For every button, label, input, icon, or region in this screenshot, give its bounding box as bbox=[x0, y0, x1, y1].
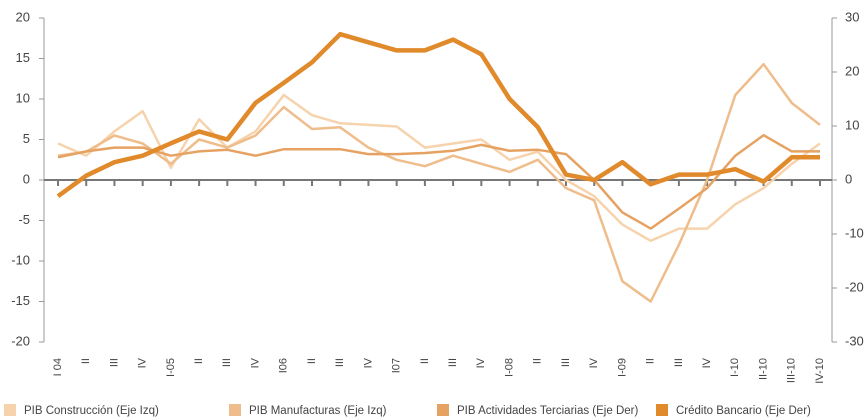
x-tick-label: IV bbox=[475, 357, 487, 368]
x-tick-label: II bbox=[645, 358, 657, 364]
legend-swatch bbox=[4, 404, 16, 416]
legend-label: Crédito Bancario (Eje Der) bbox=[676, 405, 811, 417]
y2-tick-label: -30 bbox=[845, 333, 864, 348]
x-tick-label: II bbox=[80, 358, 92, 364]
series-line bbox=[57, 62, 821, 303]
legend-label: PIB Manufacturas (Eje Izq) bbox=[249, 405, 387, 417]
x-tick-label: II bbox=[532, 358, 544, 364]
x-tick-label: I-08 bbox=[503, 358, 515, 377]
y2-tick-label: 10 bbox=[845, 117, 859, 132]
x-tick-label: IV bbox=[137, 357, 149, 368]
y-tick-label: 15 bbox=[16, 50, 30, 65]
series-line bbox=[57, 133, 820, 230]
x-tick-label: IV bbox=[588, 357, 600, 368]
y-tick-label: 5 bbox=[23, 131, 30, 146]
y2-tick-label: -20 bbox=[845, 279, 864, 294]
x-tick-label: IV bbox=[249, 357, 261, 368]
legend-swatch bbox=[229, 404, 241, 416]
x-tick-label: IV bbox=[362, 357, 374, 368]
x-tick-label: III bbox=[673, 358, 685, 367]
legend-label: PIB Actividades Terciarias (Eje Der) bbox=[457, 405, 638, 417]
x-tick-label: II-10 bbox=[757, 358, 769, 380]
y2-tick-label: 30 bbox=[845, 9, 859, 24]
legend-swatch bbox=[656, 404, 668, 416]
legend-swatch bbox=[437, 404, 449, 416]
y-tick-label: -5 bbox=[18, 212, 30, 227]
x-tick-label: III bbox=[560, 358, 572, 367]
y-tick-label: 10 bbox=[16, 90, 30, 105]
x-tick-label: II bbox=[193, 358, 205, 364]
legend-label: PIB Construcción (Eje Izq) bbox=[24, 405, 159, 417]
y-tick-label: 20 bbox=[16, 9, 30, 24]
x-tick-label: III bbox=[108, 358, 120, 367]
x-tick-label: I-09 bbox=[616, 358, 628, 377]
x-tick-label: IV-10 bbox=[814, 358, 826, 384]
x-tick-label: II bbox=[419, 358, 431, 364]
x-tick-label: III-10 bbox=[786, 358, 798, 383]
x-tick-label: I06 bbox=[278, 358, 290, 373]
series-line bbox=[57, 93, 821, 243]
x-tick-label: I 04 bbox=[52, 358, 64, 376]
y-tick-label: -20 bbox=[11, 333, 30, 348]
x-tick-label: III bbox=[447, 358, 459, 367]
x-tick-label: I-10 bbox=[729, 358, 741, 377]
x-tick-label: I07 bbox=[391, 358, 403, 373]
y2-tick-label: 0 bbox=[845, 171, 852, 186]
x-tick-label: III bbox=[334, 358, 346, 367]
x-tick-label: III bbox=[221, 358, 233, 367]
y2-tick-label: 20 bbox=[845, 63, 859, 78]
y-tick-label: -15 bbox=[11, 293, 30, 308]
y-tick-label: 0 bbox=[23, 171, 30, 186]
series-line bbox=[56, 31, 820, 199]
x-tick-label: II bbox=[306, 358, 318, 364]
x-tick-label: I-05 bbox=[165, 358, 177, 377]
x-tick-label: IV bbox=[701, 357, 713, 368]
y-tick-label: -10 bbox=[11, 252, 30, 267]
y2-tick-label: -10 bbox=[845, 225, 864, 240]
